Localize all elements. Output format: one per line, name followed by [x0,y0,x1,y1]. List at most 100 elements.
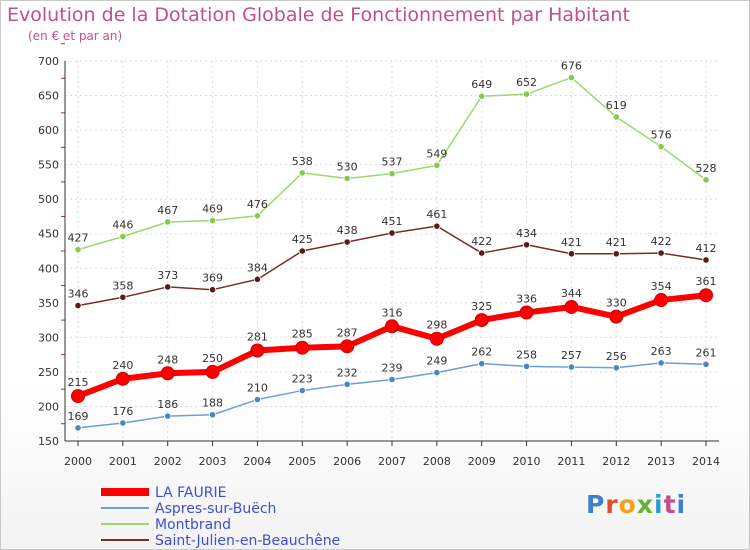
data-label: 434 [516,227,537,240]
data-label: 422 [471,235,492,248]
data-point [702,360,710,368]
data-label: 240 [112,359,133,372]
logo-letter: o [618,490,637,519]
data-point [385,319,399,334]
data-label: 176 [112,405,133,418]
y-tick-label: 550 [38,159,59,172]
legend: LA FAURIEAspres-sur-BuëchMontbrandSaint-… [101,485,340,549]
data-label: 325 [471,300,492,313]
data-point [343,174,351,183]
y-tick-label: 450 [38,228,59,241]
data-point [343,238,351,246]
x-tick-label: 2012 [602,455,630,468]
data-label: 421 [606,236,627,249]
data-point [115,371,130,386]
data-label: 261 [696,346,717,359]
data-label: 537 [382,156,403,169]
data-label: 676 [561,60,582,73]
data-label: 361 [696,275,717,288]
data-point [567,250,576,258]
data-point [205,364,220,379]
data-point [474,313,489,328]
y-tick-label: 400 [38,262,59,275]
y-tick-label: 650 [38,90,59,103]
x-tick-label: 2009 [468,455,496,468]
data-point [433,161,441,169]
y-tick-label: 200 [38,400,59,413]
y-tick-label: 500 [38,193,59,206]
data-point [208,411,217,419]
data-point [522,90,531,98]
data-point [612,250,620,258]
x-tick-label: 2005 [288,455,316,468]
data-point [119,232,127,241]
data-label: 438 [337,224,358,237]
proxiti-logo: Proxiti [586,490,686,519]
data-point [388,375,396,384]
data-label: 298 [426,319,447,332]
data-label: 427 [68,232,89,245]
data-point [253,395,262,404]
data-label: 467 [157,204,178,217]
data-label: 285 [292,328,313,341]
data-point [71,389,85,404]
data-point [654,293,669,308]
x-tick-label: 2000 [64,455,92,468]
x-tick-label: 2007 [378,455,406,468]
x-tick-label: 2013 [647,455,675,468]
data-point [298,386,306,395]
data-label: 346 [68,288,89,301]
data-label: 263 [651,345,672,358]
y-tick-label: 300 [38,331,59,344]
data-point [519,305,534,320]
data-label: 232 [337,366,358,379]
logo-letter: r [605,490,619,519]
data-label: 256 [606,350,627,363]
logo-letter: t [663,490,677,519]
data-label: 446 [112,218,133,231]
data-point [433,222,441,230]
x-tick-label: 2008 [423,455,451,468]
data-label: 258 [516,348,537,361]
legend-label: Saint-Julien-en-Beauchêne [155,533,340,549]
data-point [478,249,486,257]
data-label: 451 [382,215,403,228]
data-label: 330 [606,297,627,310]
data-point [388,170,396,178]
data-point [657,143,665,151]
y-tick-label: 250 [38,366,59,379]
data-label: 530 [337,160,358,173]
x-tick-label: 2010 [513,455,541,468]
data-point [567,363,576,371]
data-point [609,309,624,324]
data-point [433,368,441,377]
y-tick-label: 600 [38,124,59,137]
data-label: 425 [292,233,313,246]
x-tick-label: 2004 [243,455,271,468]
data-label: 344 [561,287,582,300]
logo-letter: i [654,490,664,519]
data-point [657,249,665,257]
data-label: 652 [516,76,537,89]
data-point [298,247,306,255]
data-point [160,366,175,381]
data-point [564,299,579,314]
data-label: 576 [651,129,672,142]
data-point [253,212,262,220]
data-label: 336 [516,292,537,305]
data-label: 287 [337,326,358,339]
logo-letter: P [586,490,606,519]
data-label: 384 [247,261,268,274]
data-point [119,293,127,301]
data-label: 373 [157,269,178,282]
data-label: 476 [247,198,268,211]
grid-layer [65,60,719,441]
data-point [164,412,172,420]
data-label: 369 [202,272,223,285]
data-label: 412 [696,242,717,255]
data-point [522,241,531,249]
logo-letter: x [636,490,654,519]
data-point [567,73,576,82]
data-point [164,283,172,291]
